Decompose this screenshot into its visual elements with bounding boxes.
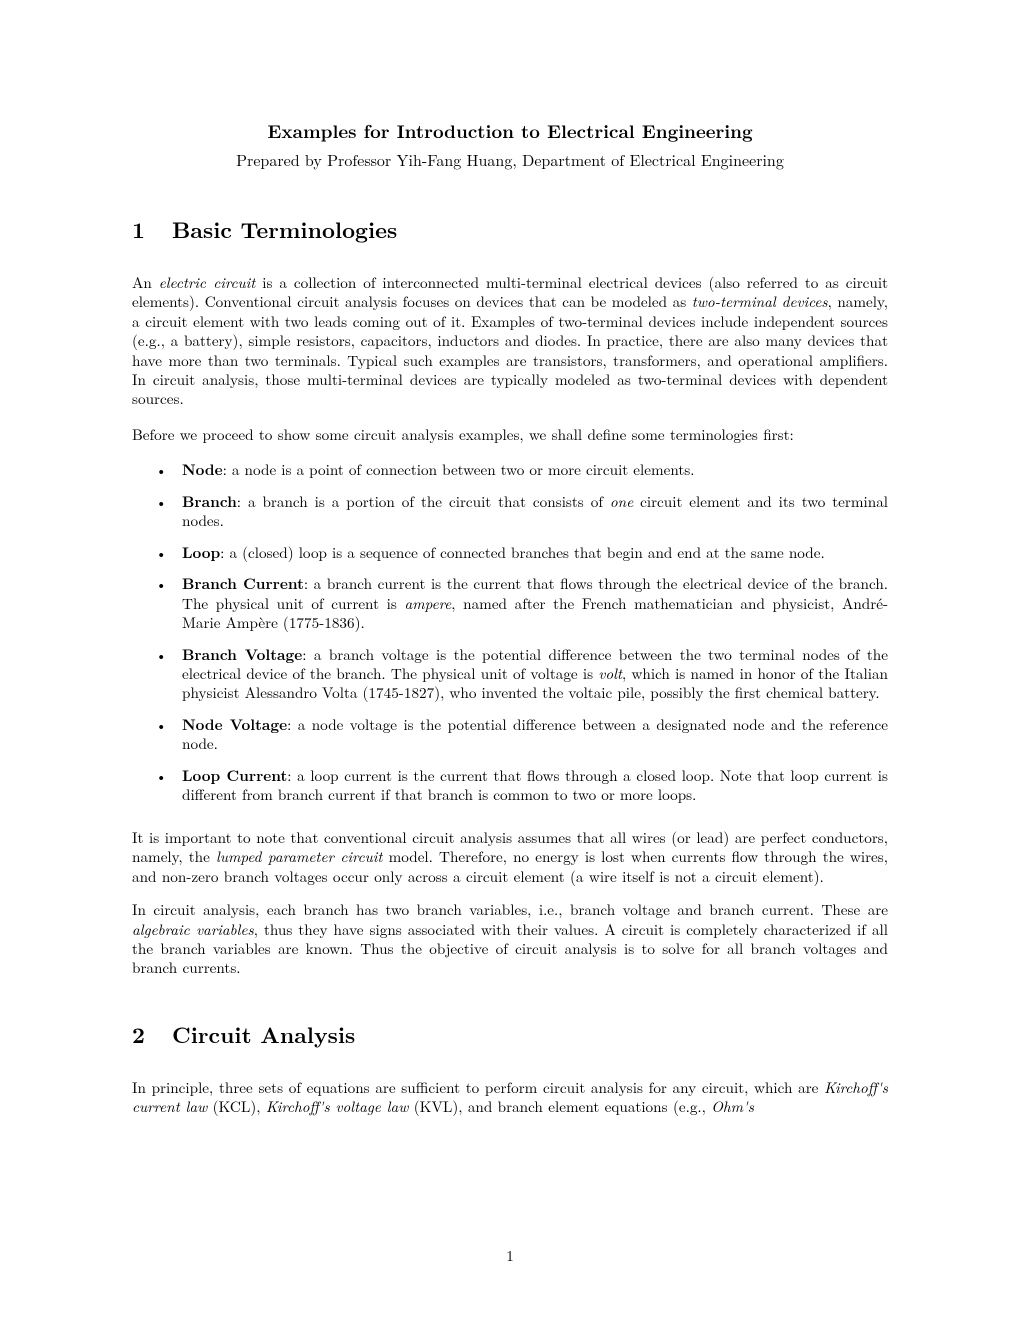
section-title: Basic Terminologies (172, 213, 397, 245)
document-subtitle: Prepared by Professor Yih-Fang Huang, De… (132, 148, 888, 171)
section-heading-2: 2 Circuit Analysis (132, 1018, 888, 1050)
text: (KCL), (207, 1096, 266, 1117)
term-emph: one (610, 491, 633, 512)
term-electric-circuit: electric circuit (159, 272, 256, 293)
text: In circuit analysis, each branch has two… (132, 899, 888, 920)
term-branch-voltage: Branch Voltage: a branch voltage is the … (176, 645, 888, 703)
term-loop: Loop: a (closed) loop is a sequence of c… (176, 543, 888, 562)
term-emph: volt (598, 663, 622, 684)
term-def: : a node voltage is the potential differ… (182, 714, 888, 754)
page-number: 1 (0, 1245, 1020, 1266)
section-number: 1 (132, 213, 172, 245)
term-ohms: Ohm's (711, 1096, 754, 1117)
term-branch: Branch: a branch is a portion of the cir… (176, 492, 888, 530)
term-two-terminal-devices: two-terminal devices (692, 291, 828, 312)
section-heading-1: 1 Basic Terminologies (132, 213, 888, 245)
paragraph-lead-in: Before we proceed to show some circuit a… (132, 425, 888, 444)
term-branch-current: Branch Current: a branch current is the … (176, 574, 888, 632)
paragraph-intro: An electric circuit is a collection of i… (132, 273, 888, 409)
document-page: Examples for Introduction to Electrical … (0, 0, 1020, 1320)
term-name: Node Voltage (182, 714, 287, 735)
paragraph-algebraic: In circuit analysis, each branch has two… (132, 900, 888, 978)
paragraph-lumped: It is important to note that conventiona… (132, 828, 888, 886)
paragraph-kirchoff: In principle, three sets of equations ar… (132, 1078, 888, 1117)
term-def: : a loop current is the current that flo… (182, 765, 888, 805)
terminology-list: Node: a node is a point of connection be… (132, 460, 888, 804)
term-name: Loop (182, 542, 220, 563)
text: (KVL), and branch element equations (e.g… (408, 1096, 711, 1117)
term-algebraic-variables: algebraic variables (132, 919, 254, 940)
term-name: Branch (182, 491, 237, 512)
term-loop-current: Loop Current: a loop current is the curr… (176, 766, 888, 804)
term-name: Branch Current (182, 573, 304, 594)
term-lumped-parameter: lumped parameter circuit (216, 846, 383, 867)
document-title: Examples for Introduction to Electrical … (132, 118, 888, 144)
term-node: Node: a node is a point of connection be… (176, 460, 888, 479)
text: In principle, three sets of equations ar… (132, 1077, 824, 1098)
section-title: Circuit Analysis (172, 1018, 355, 1050)
section-number: 2 (132, 1018, 172, 1050)
document-header: Examples for Introduction to Electrical … (132, 118, 888, 171)
term-node-voltage: Node Voltage: a node voltage is the pote… (176, 715, 888, 753)
term-name: Branch Voltage (182, 644, 302, 665)
term-def: : a branch is a portion of the circuit t… (237, 491, 610, 512)
term-name: Loop Current (182, 765, 287, 786)
term-emph: ampere (404, 593, 451, 614)
term-name: Node (182, 459, 223, 480)
term-def: : a node is a point of connection betwee… (223, 459, 695, 480)
term-kvl: Kirchoff's voltage law (266, 1096, 409, 1117)
term-def: : a (closed) loop is a sequence of conne… (220, 542, 825, 563)
text: An (132, 272, 159, 293)
